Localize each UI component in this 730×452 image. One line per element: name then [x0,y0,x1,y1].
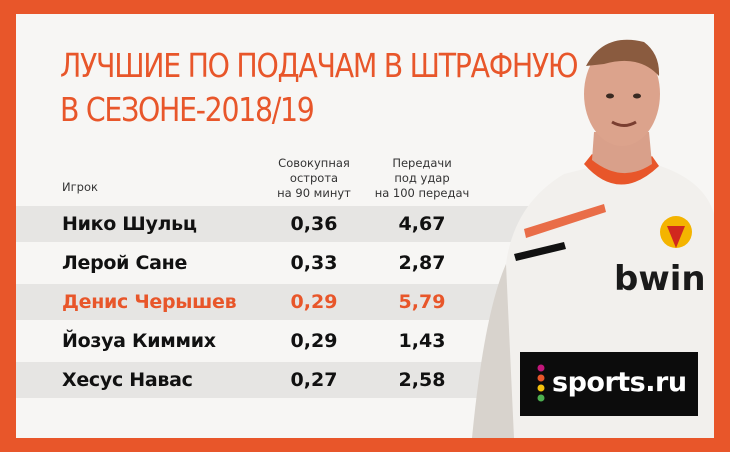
column-header-player: Игрок [62,180,98,194]
sharpness-value: 0,27 [290,369,338,391]
player-name: Нико Шульц [62,213,197,235]
passes-value: 1,43 [398,330,446,352]
passes-value: 2,58 [398,369,446,391]
passes-value: 4,67 [398,213,446,235]
column-header-sharpness: Совокупная острота на 90 минут [277,156,351,200]
player-name: Лерой Сане [62,252,188,274]
player-name: Йозуа Киммих [62,330,216,352]
page-title: ЛУЧШИЕ ПО ПОДАЧАМ В ШТРАФНУЮ В СЕЗОНЕ-20… [60,44,579,132]
passes-value: 5,79 [398,291,446,313]
table-row: Лерой Сане 0,33 2,87 [16,245,536,281]
player-name: Хесус Навас [62,369,193,391]
table-row-highlighted: Денис Черышев 0,29 5,79 [16,284,536,320]
sharpness-value: 0,29 [290,291,338,313]
sharpness-value: 0,36 [290,213,338,235]
title-line-1: ЛУЧШИЕ ПО ПОДАЧАМ В ШТРАФНУЮ [60,46,579,85]
column-header-passes: Передачи под удар на 100 передач [374,156,470,200]
table-row: Йозуа Киммих 0,29 1,43 [16,323,536,359]
sharpness-value: 0,29 [290,330,338,352]
sports-ru-logo: sports.ru [520,352,698,416]
passes-value: 2,87 [398,252,446,274]
shirt-sponsor: bwin [614,259,706,299]
table-row: Нико Шульц 0,36 4,67 [16,206,536,242]
logo-dots-icon [537,364,545,402]
infographic-card: ЛУЧШИЕ ПО ПОДАЧАМ В ШТРАФНУЮ В СЕЗОНЕ-20… [16,14,714,438]
table-row: Хесус Навас 0,27 2,58 [16,362,536,398]
sharpness-value: 0,33 [290,252,338,274]
title-line-2: В СЕЗОНЕ-2018/19 [60,90,315,129]
logo-text: sports.ru [552,367,687,398]
player-name: Денис Черышев [62,291,237,313]
